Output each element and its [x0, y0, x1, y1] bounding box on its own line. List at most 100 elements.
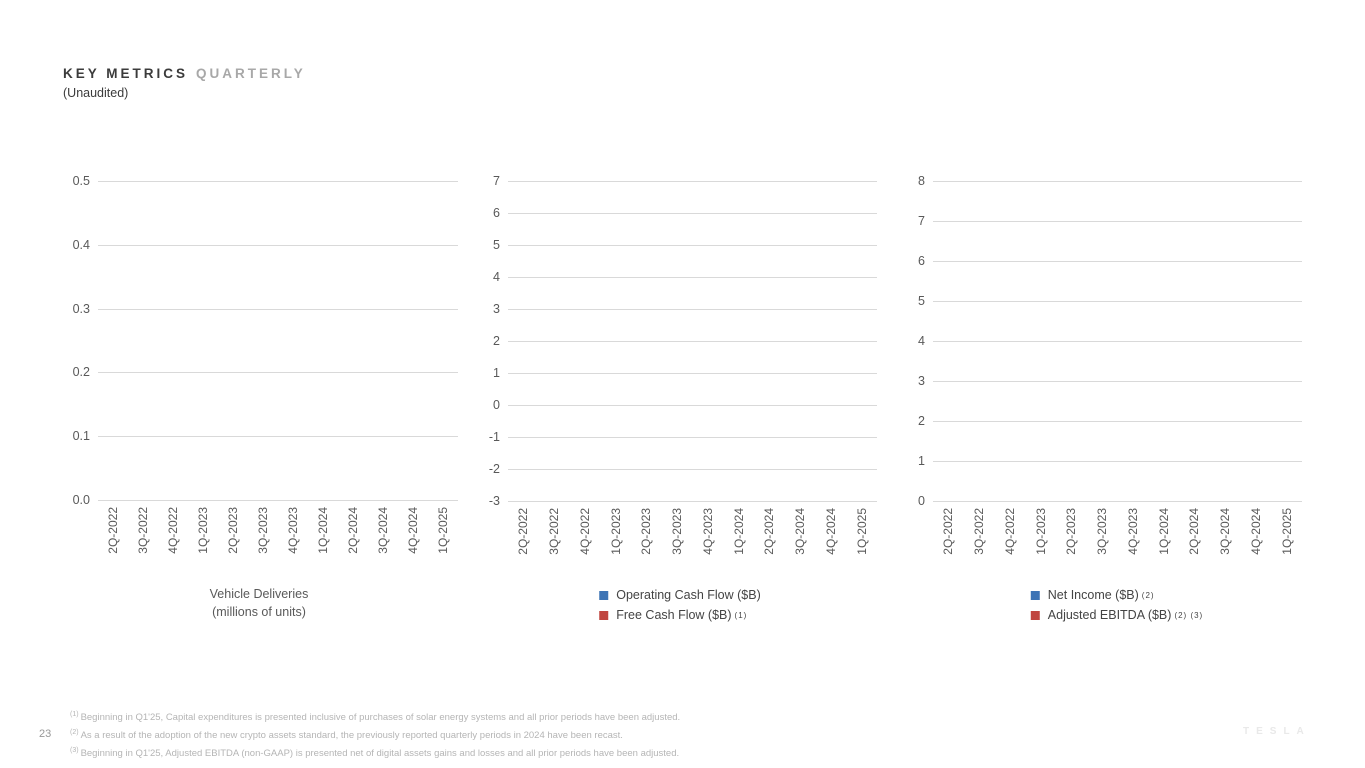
gridline — [933, 421, 1302, 422]
gridline — [933, 381, 1302, 382]
y-axis-tick-label: 3 — [918, 374, 925, 388]
legend-item: Adjusted EBITDA ($B) (2) (3) — [1030, 606, 1203, 626]
x-axis-tick-label: 2Q-2023 — [1056, 508, 1087, 580]
x-axis-tick-label: 3Q-2022 — [964, 508, 995, 580]
y-axis-tick-label: 6 — [493, 206, 500, 220]
gridline — [508, 373, 877, 374]
x-axis-tick-label: 4Q-2022 — [158, 507, 188, 579]
legend-swatch — [1030, 610, 1040, 620]
x-axis-tick-text: 4Q-2024 — [1248, 508, 1263, 555]
page-title: KEY METRICS QUARTERLY — [63, 66, 306, 81]
y-axis-tick-label: 0.5 — [72, 174, 90, 188]
gridline — [933, 181, 1302, 182]
gridline — [508, 309, 877, 310]
gridline — [933, 221, 1302, 222]
x-axis-tick-label: 4Q-2023 — [693, 508, 724, 580]
axis-title: Vehicle Deliveries (millions of units) — [210, 585, 309, 621]
footnote-1-marker: (1) — [70, 711, 79, 718]
page-title-primary: KEY METRICS — [63, 66, 189, 81]
legend-label: Operating Cash Flow ($B) — [616, 588, 761, 602]
gridline — [98, 244, 458, 246]
x-axis-tick-label: 1Q-2024 — [723, 508, 754, 580]
page-number: 23 — [39, 728, 52, 740]
gridline — [98, 500, 458, 501]
footnote-1: (1) Beginning in Q1'25, Capital expenditu… — [70, 707, 680, 725]
x-axis-tick-label: 3Q-2024 — [1210, 508, 1241, 580]
gridline — [508, 245, 877, 246]
legend-swatch — [599, 610, 609, 620]
x-axis-tick-label: 2Q-2023 — [218, 507, 248, 579]
y-axis-tick-label: 1 — [493, 366, 500, 380]
x-axis-tick-text: 4Q-2023 — [286, 507, 300, 554]
page-title-secondary: QUARTERLY — [196, 66, 306, 81]
chart-vehicle-deliveries: 0.5 0.4 0.3 0.2 0.1 0.0 2Q-2022 3Q-2022 4Q-2022 1… — [73, 174, 458, 619]
footnote-3-marker: (3) — [70, 747, 79, 755]
x-axis-tick-text: 2Q-2023 — [639, 508, 654, 555]
gridline — [933, 261, 1302, 262]
gridline — [508, 213, 877, 214]
chart-legend: Net Income ($B) (2) Adjusted EBITDA ($B) (2… — [1030, 586, 1203, 626]
legend-item: Operating Cash Flow ($B) — [599, 586, 761, 606]
x-axis-tick-label: 2Q-2024 — [338, 507, 368, 579]
gridline — [508, 405, 877, 406]
gridline — [98, 436, 458, 438]
x-axis-tick-text: 3Q-2024 — [1218, 508, 1233, 555]
tesla-wordmark: TESLA — [1243, 726, 1311, 737]
y-axis-tick-label: 2 — [918, 414, 925, 428]
chart-legend: Operating Cash Flow ($B) Free Cash Flow (… — [599, 586, 761, 625]
x-axis-tick-text: 1Q-2023 — [196, 507, 210, 554]
x-axis-tick-text: 2Q-2022 — [516, 508, 531, 555]
gridline — [508, 501, 877, 502]
footnote-2: (2) As a result of the adoption of the ne… — [70, 725, 680, 743]
y-axis-tick-label: 4 — [918, 334, 925, 348]
gridline — [508, 181, 877, 182]
y-axis-tick-label: -1 — [488, 430, 500, 444]
y-axis-tick-label: -3 — [488, 494, 500, 508]
x-axis-tick-text: 2Q-2024 — [1187, 508, 1202, 555]
x-axis-tick-label: 1Q-2023 — [1025, 508, 1056, 580]
x-axis-tick-label: 2Q-2022 — [933, 508, 964, 580]
gridline — [508, 437, 877, 438]
x-axis-tick-text: 4Q-2024 — [406, 507, 420, 554]
y-axis-tick-label: 5 — [918, 294, 925, 308]
x-axis-tick-text: 1Q-2024 — [1156, 508, 1171, 555]
y-axis-tick-label: -2 — [488, 462, 500, 476]
x-axis-tick-label: 4Q-2023 — [1118, 508, 1149, 580]
y-axis-tick-label: 0 — [493, 398, 500, 412]
x-axis-tick-label: 3Q-2022 — [128, 507, 158, 579]
y-axis-tick-label: 7 — [493, 174, 500, 188]
y-axis-tick-label: 1 — [918, 454, 925, 468]
x-axis-tick-text: 2Q-2023 — [1064, 508, 1079, 555]
x-axis-tick-text: 3Q-2022 — [136, 507, 150, 554]
x-axis-tick-text: 4Q-2022 — [166, 507, 180, 554]
x-axis-tick-label: 1Q-2023 — [600, 508, 631, 580]
gridline — [508, 341, 877, 342]
y-axis-tick-label: 3 — [493, 302, 500, 316]
footnote-3: (3) Beginning in Q1'25, Adjusted EBITDA (… — [70, 743, 680, 761]
x-axis-tick-text: 1Q-2023 — [1033, 508, 1048, 555]
axis-title-line-2: (millions of units) — [212, 605, 306, 619]
legend-footnote-ref: (1) — [734, 610, 748, 620]
x-axis-tick-text: 1Q-2025 — [854, 508, 869, 555]
x-axis-tick-text: 1Q-2023 — [608, 508, 623, 555]
x-axis-tick-label: 3Q-2023 — [662, 508, 693, 580]
x-axis-tick-text: 1Q-2025 — [436, 507, 450, 554]
x-axis-tick-label: 2Q-2024 — [754, 508, 785, 580]
y-axis-tick-label: 0.3 — [72, 301, 90, 316]
legend-label: Adjusted EBITDA ($B) — [1047, 607, 1172, 622]
chart-net-income-ebitda: 8 7 6 5 4 3 2 1 0 2Q-2022 3Q-2022 4Q-2022 1Q-2023 2Q-… — [918, 174, 1302, 622]
gridline — [933, 461, 1302, 462]
x-axis-tick-text: 3Q-2022 — [547, 508, 562, 555]
x-axis-tick-label: 2Q-2024 — [1179, 508, 1210, 580]
footnotes: (1) Beginning in Q1'25, Capital expenditu… — [70, 707, 680, 761]
gridline — [98, 372, 458, 374]
x-axis-tick-label: 1Q-2025 — [846, 508, 877, 580]
x-axis-tick-text: 3Q-2023 — [1095, 508, 1110, 555]
x-axis-tick-label: 4Q-2024 — [816, 508, 847, 580]
gridline — [98, 308, 458, 310]
gridline — [933, 501, 1302, 502]
x-axis-tick-text: 4Q-2024 — [823, 508, 838, 555]
x-axis-tick-text: 1Q-2024 — [731, 508, 746, 555]
y-axis-tick-label: 0.4 — [72, 237, 90, 252]
legend-swatch — [1030, 591, 1040, 601]
